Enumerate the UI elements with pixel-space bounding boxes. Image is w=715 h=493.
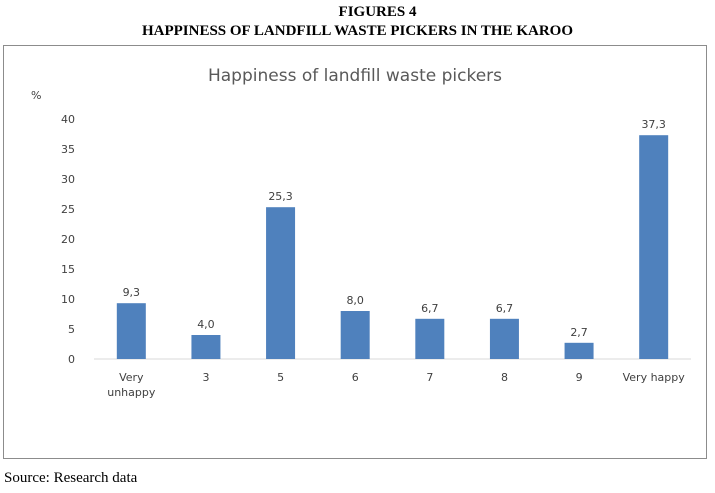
x-tick-label: 3: [202, 371, 209, 384]
figure-number: FIGURES 4: [338, 4, 417, 20]
data-label: 9,3: [123, 286, 141, 299]
data-label: 6,7: [421, 302, 439, 315]
y-tick-label: 20: [61, 233, 75, 246]
x-tick-label: 9: [576, 371, 583, 384]
bar-chart: Happiness of landfill waste pickers% 0 5 10…: [31, 66, 691, 399]
bar: [340, 311, 370, 359]
figure-heading: HAPPINESS OF LANDFILL WASTE PICKERS IN T…: [141, 23, 574, 39]
bar: [489, 318, 519, 359]
x-tick-label: Very happy: [623, 371, 686, 384]
data-label: 4,0: [197, 318, 215, 331]
chart-title: Happiness of landfill waste pickers: [208, 66, 502, 86]
data-label: 2,7: [570, 326, 588, 339]
bar: [415, 318, 445, 359]
x-tick-label: unhappy: [107, 386, 156, 399]
bar: [191, 335, 221, 359]
data-label: 37,3: [641, 118, 666, 131]
chart-frame: Happiness of landfill waste pickers% 0 5 10…: [3, 45, 707, 459]
y-tick-label: 10: [61, 293, 75, 306]
y-tick-label: 5: [68, 323, 75, 336]
y-tick-label: 15: [61, 263, 75, 276]
source-note: Source: Research data: [4, 470, 138, 486]
y-tick-label: 0: [68, 353, 75, 366]
data-label: 25,3: [268, 190, 293, 203]
y-tick-label: 40: [61, 113, 75, 126]
y-axis-label: %: [31, 89, 41, 102]
x-tick-label: Very: [119, 371, 144, 384]
data-label: 6,7: [496, 302, 514, 315]
y-tick-label: 35: [61, 143, 75, 156]
y-tick-label: 30: [61, 173, 75, 186]
x-tick-label: 5: [277, 371, 284, 384]
bar: [639, 135, 669, 359]
data-label: 8,0: [346, 294, 364, 307]
y-tick-label: 25: [61, 203, 75, 216]
bar: [116, 303, 146, 359]
x-tick-label: 6: [352, 371, 359, 384]
bar: [266, 207, 296, 359]
x-tick-label: 8: [501, 371, 508, 384]
bar: [564, 342, 594, 359]
x-tick-label: 7: [426, 371, 433, 384]
